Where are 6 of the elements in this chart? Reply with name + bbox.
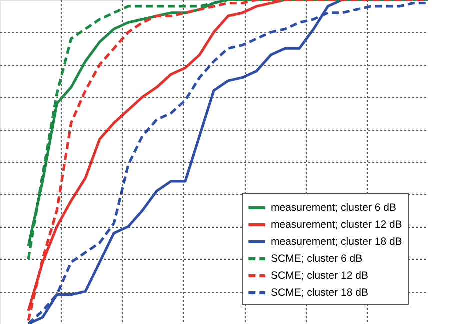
legend-label: measurement; cluster 18 dB — [271, 236, 402, 248]
legend-label: SCME; cluster 6 dB — [271, 253, 363, 265]
legend-label: SCME; cluster 18 dB — [271, 287, 368, 299]
legend-label: measurement; cluster 12 dB — [271, 219, 402, 231]
legend-label: SCME; cluster 12 dB — [271, 270, 368, 282]
legend-label: measurement; cluster 6 dB — [271, 202, 396, 214]
